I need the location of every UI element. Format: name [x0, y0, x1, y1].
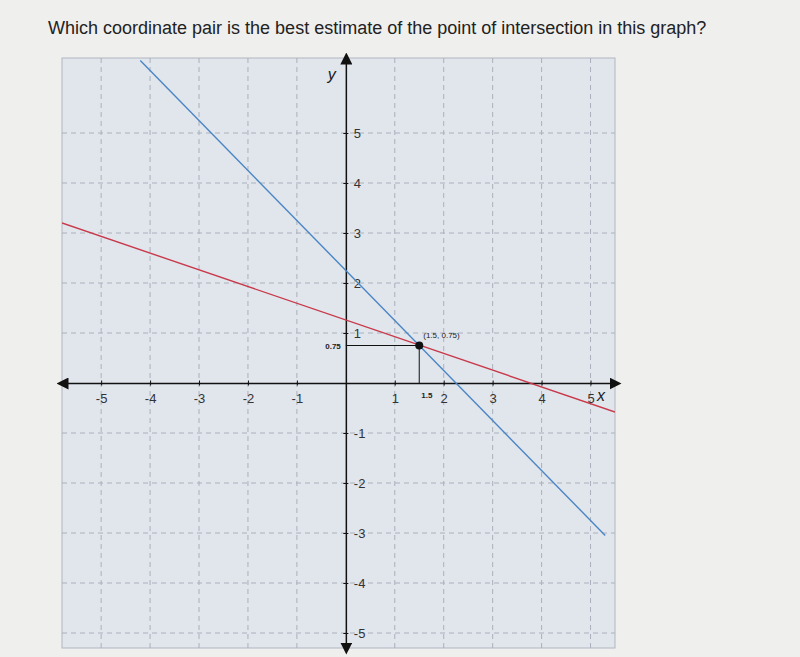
grid-line-x [296, 58, 297, 648]
y-tick-label: -1 [354, 426, 366, 441]
x-tick: 3 [490, 381, 497, 406]
y-tick-label: -2 [354, 476, 366, 491]
grid-line-y [62, 433, 615, 434]
x-tick-label: 4 [538, 391, 545, 406]
line [140, 61, 605, 536]
point-x-label: 1.5 [421, 391, 433, 400]
point-y-label: 0.75 [325, 342, 341, 351]
line [62, 223, 615, 412]
grid-line-y [62, 333, 615, 334]
plot-marks [62, 61, 615, 536]
x-tick: -4 [145, 381, 157, 406]
grid-line-x [199, 58, 200, 648]
x-tick: -3 [194, 381, 206, 406]
x-tick-mark [297, 381, 298, 386]
x-tick: 4 [538, 381, 545, 406]
x-tick-mark [395, 381, 396, 386]
x-tick-label: -1 [292, 391, 304, 406]
x-tick-mark [444, 381, 445, 386]
y-tick-label: -3 [354, 526, 366, 541]
x-tick-mark [248, 381, 249, 386]
x-tick-label: -2 [243, 391, 255, 406]
chart: Which coordinate pair is the best estima… [0, 0, 800, 657]
y-tick: -1 [343, 426, 365, 441]
grid-line-x [590, 58, 591, 648]
y-tick: -5 [343, 626, 365, 641]
x-tick-label: 2 [441, 391, 448, 406]
y-axis: -5-4-3-2-112345 [343, 59, 365, 649]
y-tick-mark [343, 633, 348, 634]
grid-line-y [62, 183, 615, 184]
grid-line-y [62, 133, 615, 134]
grid-line-x [492, 58, 493, 648]
grid-line-y [62, 633, 615, 634]
x-tick-label: 1 [392, 391, 399, 406]
x-tick-mark [150, 381, 151, 386]
grid-line-x [101, 58, 102, 648]
y-tick: -3 [343, 526, 365, 541]
y-tick-label: 4 [354, 176, 361, 191]
grid-line-y [62, 533, 615, 534]
y-tick: -4 [343, 576, 365, 591]
x-tick: 5 [587, 381, 594, 406]
x-tick-mark [493, 381, 494, 386]
point-label: (1.5, 0.75) [423, 331, 460, 340]
y-axis-line [346, 59, 348, 649]
plot-frame [62, 58, 615, 648]
x-tick: -2 [243, 381, 255, 406]
x-tick-mark [591, 381, 592, 386]
x-tick-label: 3 [490, 391, 497, 406]
title: Which coordinate pair is the best estima… [48, 18, 706, 38]
y-tick-label: -4 [354, 576, 366, 591]
grid-line-x [247, 58, 248, 648]
y-tick-label: 5 [354, 126, 361, 141]
guide-line-x [419, 346, 420, 384]
y-tick: -2 [343, 476, 365, 491]
y-tick-label: 3 [354, 226, 361, 241]
grid-line-x [150, 58, 151, 648]
y-tick: 5 [343, 126, 361, 141]
y-tick: 3 [343, 226, 361, 241]
y-tick-label: -5 [354, 626, 366, 641]
y-tick-mark [343, 183, 348, 184]
grid-line-y [62, 483, 615, 484]
x-tick-mark [542, 381, 543, 386]
y-axis-title: y [327, 66, 337, 83]
y-tick-mark [343, 483, 348, 484]
x-tick-mark [101, 381, 102, 386]
grid-line-y [62, 583, 615, 584]
y-tick-mark [343, 283, 348, 284]
grid-line-x [541, 58, 542, 648]
intersection-point [415, 342, 423, 350]
x-tick-label: -5 [96, 391, 108, 406]
x-tick-label: -4 [145, 391, 157, 406]
y-tick-mark [343, 233, 348, 234]
y-tick-mark [343, 583, 348, 584]
grid-line-y [62, 233, 615, 234]
x-axis-title: x [596, 387, 606, 404]
grid-line-y [62, 283, 615, 284]
x-tick: 2 [441, 381, 448, 406]
x-tick: -1 [292, 381, 304, 406]
guide-line-y [346, 345, 419, 346]
y-tick-mark [343, 533, 348, 534]
y-tick-mark [343, 133, 348, 134]
y-tick-mark [343, 333, 348, 334]
x-tick-label: -3 [194, 391, 206, 406]
x-tick-mark [199, 381, 200, 386]
x-tick: -5 [96, 381, 108, 406]
y-tick: 1 [343, 326, 361, 341]
grid-line-x [394, 58, 395, 648]
y-tick-label: 1 [354, 326, 361, 341]
y-tick-mark [343, 433, 348, 434]
y-tick: 4 [343, 176, 361, 191]
x-tick: 1 [392, 381, 399, 406]
grid [62, 58, 615, 648]
